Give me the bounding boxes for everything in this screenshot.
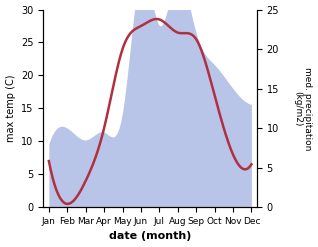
Y-axis label: med. precipitation
(kg/m2): med. precipitation (kg/m2) xyxy=(293,67,313,150)
X-axis label: date (month): date (month) xyxy=(109,231,191,242)
Y-axis label: max temp (C): max temp (C) xyxy=(5,75,16,142)
